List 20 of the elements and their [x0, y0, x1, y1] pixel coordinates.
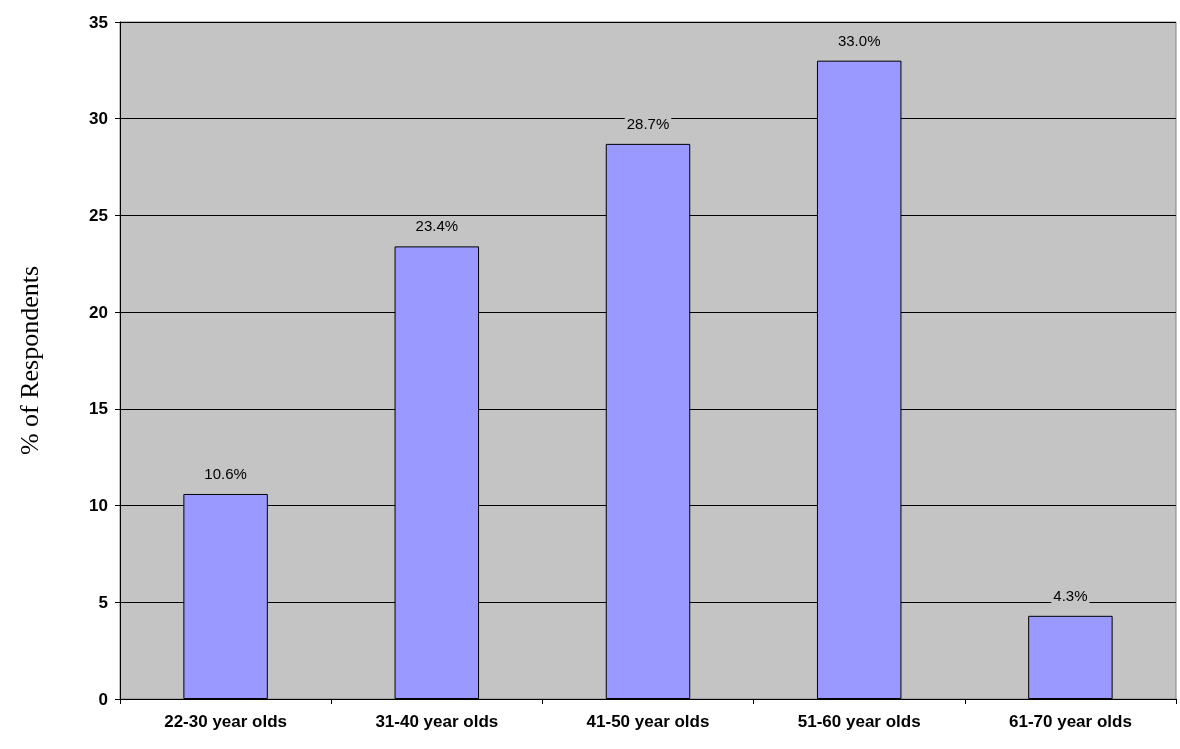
x-tick-label: 41-50 year olds: [586, 712, 710, 731]
data-label: 4.3%: [1053, 586, 1088, 604]
data-label: 10.6%: [204, 464, 247, 482]
y-tick-label: 0: [98, 689, 108, 709]
y-tick-label: 5: [98, 592, 108, 612]
x-tick-label: 31-40 year olds: [375, 712, 499, 731]
y-tick-label: 30: [89, 109, 108, 129]
y-axis-title: % of Respondents: [14, 265, 44, 456]
y-tick-label: 20: [89, 302, 108, 322]
x-tick-label: 22-30 year olds: [164, 712, 288, 731]
y-tick-label: 15: [89, 399, 108, 419]
data-label: 28.7%: [626, 114, 670, 132]
y-tick-label: 35: [89, 12, 108, 32]
y-tick-label: 10: [89, 496, 108, 516]
data-label: 23.4%: [415, 217, 459, 235]
y-tick-label: 25: [89, 205, 108, 225]
data-label: 33.0%: [837, 31, 881, 49]
x-tick-label: 51-60 year olds: [797, 712, 921, 731]
bar: [1028, 615, 1113, 699]
x-tick-label: 61-70 year olds: [1008, 712, 1132, 731]
